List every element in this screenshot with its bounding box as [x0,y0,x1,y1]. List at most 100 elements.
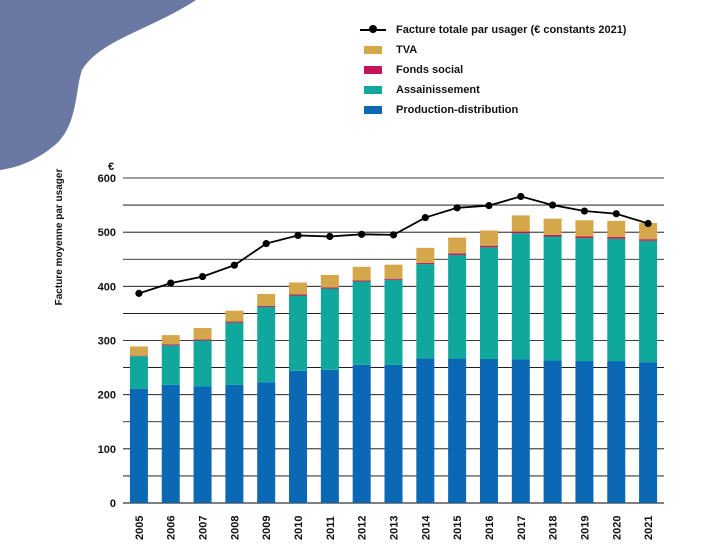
bar-segment-assainissement [416,264,435,359]
bar-segment-fonds-social [511,231,530,234]
bar-segment-fonds-social [320,287,339,289]
bar-segment-assainissement [511,233,530,360]
x-tick-label: 2006 [166,516,178,540]
bar-segment-production-distribution [639,362,658,503]
bar-segment-assainissement [543,236,562,361]
x-axis-tick-labels: 2005 2006 2007 2008 2009 2010 2011 2012 2013 2014… [134,515,655,540]
bar-segment-production-distribution [320,369,339,503]
bar-segment-production-distribution [448,358,467,503]
x-tick-label: 2019 [579,516,591,540]
x-tick-label: 2009 [261,516,273,540]
y-tick-label: 100 [98,444,116,456]
x-tick-label: 2008 [229,516,241,540]
total-line-point [167,279,175,287]
bar-segment-assainissement [607,238,626,362]
bar-segment-tva [289,282,308,295]
legend-item: Facture totale par usager (€ constants 2… [360,20,626,40]
legend-item: Assainissement [360,80,626,100]
y-tick-label: 400 [98,281,116,293]
bar-segment-tva [511,215,530,232]
bar-segment-tva [320,274,339,288]
bar-segment-production-distribution [416,358,435,503]
bar-segment-tva [575,220,594,237]
bar-segment-tva [352,266,371,281]
bar-segment-fonds-social [352,280,371,282]
bar-segment-production-distribution [543,360,562,503]
bar-segment-tva [384,264,403,279]
y-tick-label: 200 [98,390,116,402]
total-line-point [421,213,429,222]
bar-segment-production-distribution [607,361,626,503]
bar-segment-assainissement [129,356,148,389]
bar-segment-assainissement [161,345,180,385]
bar-segment-assainissement [448,254,467,359]
bar-segment-tva [416,247,435,264]
x-tick-label: 2016 [484,516,496,540]
bar-segment-tva [607,220,626,238]
legend-item: Fonds social [360,60,626,80]
total-line-point [135,289,143,297]
bar-segment-assainissement [257,306,276,383]
bar-segment-assainissement [289,295,308,371]
bar-segment-tva [448,237,467,254]
bar-segment-assainissement [225,322,244,385]
bar-segment-fonds-social [543,234,562,237]
total-line-point [358,230,366,238]
legend-label: Fonds social [396,64,464,76]
total-line-point [485,202,493,210]
bar-segment-tva [479,230,498,246]
y-tick-label: 300 [98,336,116,348]
bar-segment-fonds-social [289,294,308,296]
bar-segment-fonds-social [129,355,148,357]
legend: Facture totale par usager (€ constants 2… [360,20,626,120]
x-tick-label: 2005 [134,516,146,540]
y-axis-tick-labels: 0 100 200 300 400 500 600 [98,173,116,510]
total-line-point [549,201,557,209]
total-line-point [453,204,461,212]
x-tick-label: 2015 [452,516,464,540]
bar-segment-assainissement [352,281,371,365]
legend-item: Production-distribution [360,100,626,120]
bar-segment-fonds-social [607,237,626,239]
total-line-point [262,239,270,248]
bar-segment-production-distribution [129,388,148,503]
y-axis-title: Facture moyenne par usager [54,169,65,306]
bar-segment-assainissement [575,238,594,362]
bar-segment-fonds-social [384,278,403,280]
bar-segment-fonds-social [257,305,276,307]
legend-label: Facture totale par usager (€ constants 2… [396,24,627,36]
total-line-point [612,210,620,218]
bar-segment-production-distribution [193,386,212,503]
bar-segment-production-distribution [352,364,371,503]
bar-segment-tva [161,335,180,345]
bar-segment-production-distribution [161,384,180,503]
legend-swatch [360,63,386,77]
x-tick-label: 2011 [325,516,337,540]
bar-segment-assainissement [479,247,498,359]
x-tick-label: 2020 [611,516,623,540]
bar-segment-fonds-social [575,236,594,239]
bar-segment-production-distribution [479,358,498,503]
bar-segment-fonds-social [639,239,658,241]
bar-segment-assainissement [320,288,339,370]
y-axis-unit: € [108,161,114,173]
legend-item: TVA [360,40,626,60]
bar-segment-fonds-social [193,339,212,341]
bar-segment-assainissement [639,240,658,363]
y-tick-label: 600 [98,173,116,185]
y-tick-label: 500 [98,227,116,239]
bar-segment-fonds-social [416,263,435,265]
total-line-point [198,272,207,281]
bar-segment-tva [225,310,244,322]
legend-swatch [360,43,386,57]
bar-segment-fonds-social [479,245,498,248]
bar-segment-tva [257,293,276,306]
total-line-point [326,232,334,241]
x-tick-label: 2017 [516,516,528,540]
legend-swatch [360,103,386,117]
bar-segment-production-distribution [384,364,403,503]
bar-segment-fonds-social [225,321,244,323]
total-line-point [389,231,398,239]
